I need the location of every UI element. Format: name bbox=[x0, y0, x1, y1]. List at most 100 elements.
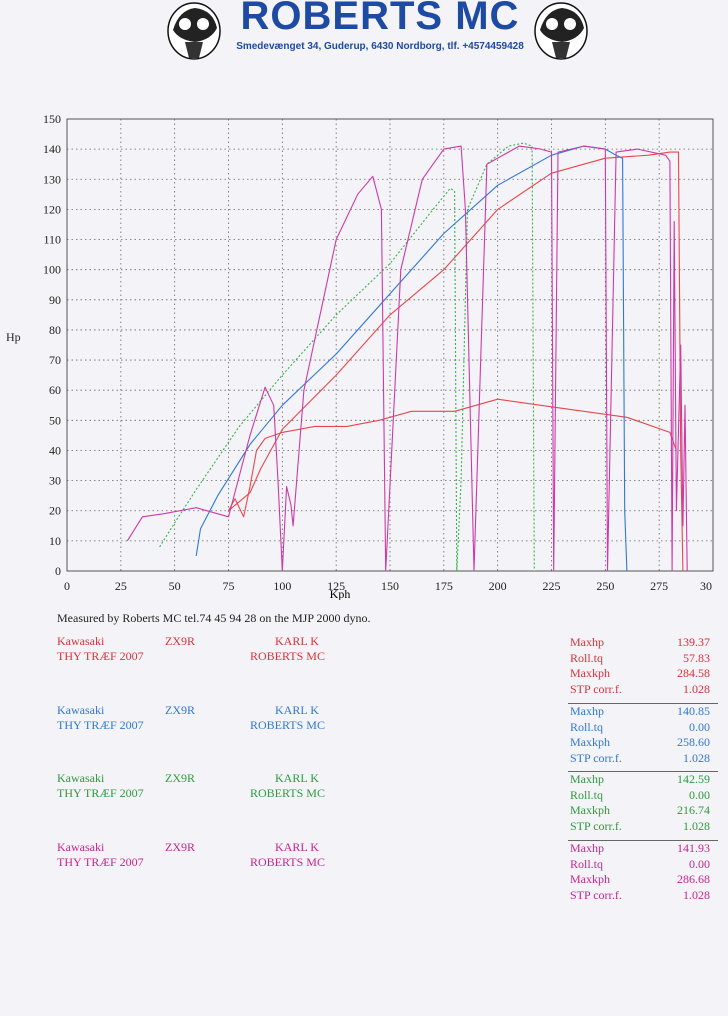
run-3-stats: Maxhp 142.59 Roll.tq 0.00 Maxkph 216.74 STP co… bbox=[568, 771, 718, 834]
x-tick-label: 200 bbox=[489, 579, 507, 593]
series-1-power-line bbox=[228, 151, 684, 572]
y-tick-label: 40 bbox=[49, 443, 61, 457]
y-tick-label: 50 bbox=[49, 413, 61, 427]
x-axis-label: Kph bbox=[330, 587, 351, 600]
x-tick-label: 30 bbox=[700, 579, 712, 593]
run-shop: ROBERTS MC bbox=[250, 649, 325, 663]
brand-title: ROBERTS MC bbox=[240, 0, 520, 38]
run-shop: ROBERTS MC bbox=[250, 786, 325, 800]
stat-value: 258.60 bbox=[677, 735, 710, 749]
run-make: Kawasaki bbox=[57, 840, 105, 854]
y-tick-label: 110 bbox=[43, 233, 61, 247]
y-tick-label: 120 bbox=[43, 202, 61, 216]
series-4-power-line bbox=[126, 145, 688, 572]
stat-label: Maxkph bbox=[570, 735, 610, 749]
shop-address: Smedevænget 34, Guderup, 6430 Nordborg, … bbox=[236, 41, 524, 52]
stat-label: Roll.tq bbox=[570, 787, 604, 802]
stat-row: Maxhp 139.37 bbox=[568, 635, 718, 651]
series-group bbox=[126, 142, 688, 572]
stat-value: 139.37 bbox=[677, 635, 710, 649]
stats-separator bbox=[568, 771, 718, 772]
run-make: Kawasaki bbox=[57, 771, 105, 785]
y-tick-label: 70 bbox=[49, 353, 61, 367]
run-model: ZX9R bbox=[165, 840, 195, 854]
stat-value: 286.68 bbox=[677, 872, 710, 886]
stat-row: Roll.tq 57.83 bbox=[568, 651, 718, 667]
stat-label: Roll.tq bbox=[570, 719, 604, 734]
series-2-power-line bbox=[195, 145, 628, 572]
motorcycle-rider-icon bbox=[534, 2, 588, 60]
stat-row: Roll.tq 0.00 bbox=[568, 720, 718, 736]
y-tick-label: 140 bbox=[43, 142, 61, 156]
y-tick-label: 150 bbox=[43, 112, 61, 126]
stat-label: STP corr.f. bbox=[570, 818, 622, 833]
run-event: THY TRÆF 2007 bbox=[57, 649, 144, 663]
run-rider: KARL K bbox=[275, 771, 319, 785]
stat-value: 0.00 bbox=[689, 719, 710, 734]
run-make: Kawasaki bbox=[57, 703, 105, 717]
stat-row: Roll.tq 0.00 bbox=[568, 788, 718, 804]
run-2-stats: Maxhp 140.85 Roll.tq 0.00 Maxkph 258.60 STP co… bbox=[568, 703, 718, 767]
stat-row: Maxkph 216.74 bbox=[568, 803, 718, 819]
x-tick-label: 100 bbox=[273, 579, 291, 593]
y-tick-label: 60 bbox=[49, 383, 61, 397]
x-tick-label: 0 bbox=[64, 579, 70, 593]
run-model: ZX9R bbox=[165, 634, 195, 648]
stat-value: 216.74 bbox=[677, 803, 710, 817]
run-rider: KARL K bbox=[275, 703, 319, 717]
stat-label: Roll.tq bbox=[570, 856, 604, 871]
y-tick-label: 10 bbox=[49, 534, 61, 548]
motorcycle-rider-icon bbox=[167, 2, 221, 60]
stat-label: Maxkph bbox=[570, 872, 610, 886]
stat-value: 140.85 bbox=[677, 704, 710, 718]
y-tick-label: 30 bbox=[49, 474, 61, 488]
stat-row: STP corr.f. 1.028 bbox=[568, 682, 718, 698]
x-tick-label: 50 bbox=[169, 579, 181, 593]
run-event: THY TRÆF 2007 bbox=[57, 718, 144, 732]
stat-label: Maxhp bbox=[570, 841, 604, 855]
y-tick-label: 90 bbox=[49, 293, 61, 307]
plot-frame bbox=[66, 118, 714, 572]
y-tick-label: 130 bbox=[43, 172, 61, 186]
stats-separator bbox=[568, 840, 718, 841]
stat-value: 1.028 bbox=[683, 681, 710, 696]
stat-label: Maxhp bbox=[570, 635, 604, 649]
stat-label: STP corr.f. bbox=[570, 887, 622, 902]
stat-label: Maxhp bbox=[570, 772, 604, 786]
run-model: ZX9R bbox=[165, 771, 195, 785]
stat-value: 284.58 bbox=[677, 666, 710, 680]
x-tick-label: 275 bbox=[650, 579, 668, 593]
chart-grid bbox=[67, 119, 713, 571]
run-1-stats: Maxhp 139.37 Roll.tq 57.83 Maxkph 284.58 STP c… bbox=[568, 635, 718, 697]
stat-value: 1.028 bbox=[683, 750, 710, 765]
stat-value: 0.00 bbox=[689, 787, 710, 802]
stat-row: Maxkph 258.60 bbox=[568, 735, 718, 751]
stat-label: Maxkph bbox=[570, 666, 610, 680]
y-tick-label: 20 bbox=[49, 504, 61, 518]
measured-note: Measured by Roberts MC tel.74 45 94 28 o… bbox=[57, 611, 371, 625]
run-rider: KARL K bbox=[275, 634, 319, 648]
x-tick-label: 175 bbox=[435, 579, 453, 593]
y-axis-side-label: Hp bbox=[6, 330, 21, 344]
y-tick-label: 80 bbox=[49, 323, 61, 337]
x-tick-label: 25 bbox=[115, 579, 127, 593]
run-event: THY TRÆF 2007 bbox=[57, 855, 144, 869]
stat-value: 142.59 bbox=[677, 772, 710, 786]
header: ROBERTS MC Smedevænget 34, Guderup, 6430… bbox=[0, 0, 728, 68]
x-tick-label: 225 bbox=[543, 579, 561, 593]
x-tick-label: 250 bbox=[596, 579, 614, 593]
y-axis: 0 10 20 30 40 50 60 70 80 90 100 110 120 130 140 150 bbox=[43, 112, 61, 578]
stat-value: 0.00 bbox=[689, 856, 710, 871]
stat-row: Maxhp 141.93 bbox=[568, 841, 718, 857]
x-axis: 0 25 50 75 100 125 150 175 200 225 250 275 30 bbox=[64, 579, 712, 593]
dyno-chart: 0 10 20 30 40 50 60 70 80 90 100 110 120 130 140 150 0 2… bbox=[43, 112, 714, 600]
stats-separator bbox=[568, 703, 718, 704]
run-4-stats: Maxhp 141.93 Roll.tq 0.00 Maxkph 286.68 STP co… bbox=[568, 840, 718, 903]
x-tick-label: 125 bbox=[327, 579, 345, 593]
stat-label: STP corr.f. bbox=[570, 750, 622, 765]
stat-value: 141.93 bbox=[677, 841, 710, 855]
stat-row: STP corr.f. 1.028 bbox=[568, 751, 718, 767]
run-shop: ROBERTS MC bbox=[250, 718, 325, 732]
series-3-power-line bbox=[159, 142, 535, 572]
series-1-torque-line bbox=[228, 398, 677, 518]
